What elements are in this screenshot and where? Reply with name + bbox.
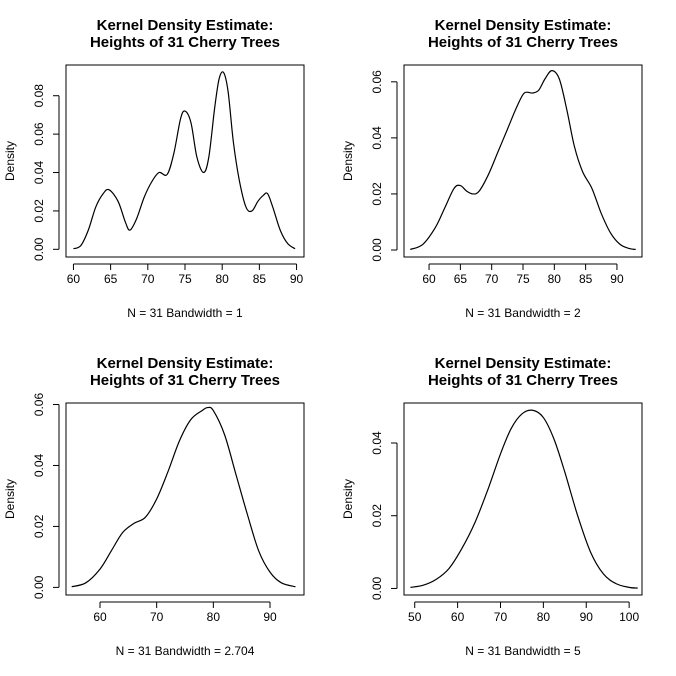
x-axis-label: N = 31 Bandwidth = 1 (127, 306, 243, 320)
kde-panel-2: Kernel Density Estimate:Heights of 31 Ch… (341, 17, 643, 320)
density-curve (73, 71, 296, 250)
y-tick-label: 0.02 (370, 182, 384, 206)
kde-panel-4: Kernel Density Estimate:Heights of 31 Ch… (341, 355, 643, 658)
x-tick-label: 65 (104, 272, 118, 286)
plot-frame (65, 402, 305, 596)
chart-title-line-1: Kernel Density Estimate: (97, 17, 274, 34)
x-tick-label: 60 (67, 272, 81, 286)
y-tick-label: 0.06 (370, 70, 384, 94)
x-tick-label: 70 (494, 610, 508, 624)
y-axis-label: Density (341, 141, 355, 181)
x-tick-label: 80 (216, 272, 230, 286)
density-curve (410, 409, 638, 589)
x-tick-label: 100 (619, 610, 639, 624)
x-tick-label: 65 (454, 272, 468, 286)
x-tick-label: 80 (207, 610, 221, 624)
y-axis-label: Density (341, 479, 355, 519)
y-tick-label: 0.00 (370, 576, 384, 600)
chart-title-line-1: Kernel Density Estimate: (97, 355, 274, 372)
plot-frame (403, 64, 643, 258)
chart-title-line-2: Heights of 31 Cherry Trees (428, 372, 618, 389)
x-tick-label: 90 (580, 610, 594, 624)
x-tick-label: 60 (422, 272, 436, 286)
y-axis-label: Density (3, 479, 17, 519)
x-tick-label: 80 (537, 610, 551, 624)
y-tick-label: 0.02 (32, 199, 46, 223)
chart-title-line-1: Kernel Density Estimate: (435, 355, 612, 372)
y-tick-label: 0.00 (32, 575, 46, 599)
plot-frame (403, 402, 643, 596)
density-curve (71, 406, 296, 588)
y-tick-label: 0.00 (370, 238, 384, 262)
plot-frame (65, 64, 305, 258)
chart-title-line-2: Heights of 31 Cherry Trees (90, 34, 280, 51)
x-tick-label: 75 (516, 272, 530, 286)
x-tick-label: 90 (290, 272, 304, 286)
density-curve (410, 70, 636, 251)
x-tick-label: 90 (263, 610, 277, 624)
x-tick-label: 70 (485, 272, 499, 286)
kde-panel-3: Kernel Density Estimate:Heights of 31 Ch… (3, 355, 305, 658)
x-tick-label: 70 (150, 610, 164, 624)
y-tick-label: 0.00 (32, 237, 46, 261)
x-tick-label: 90 (610, 272, 624, 286)
y-tick-label: 0.06 (32, 393, 46, 417)
x-tick-label: 70 (141, 272, 155, 286)
kde-panel-1: Kernel Density Estimate:Heights of 31 Ch… (3, 17, 305, 320)
chart-title-line-2: Heights of 31 Cherry Trees (428, 34, 618, 51)
y-tick-label: 0.04 (370, 431, 384, 455)
y-tick-label: 0.02 (370, 504, 384, 528)
x-tick-label: 85 (253, 272, 267, 286)
x-tick-label: 60 (451, 610, 465, 624)
y-tick-label: 0.02 (32, 514, 46, 538)
y-tick-label: 0.04 (32, 453, 46, 477)
y-tick-label: 0.04 (32, 161, 46, 185)
y-tick-label: 0.08 (32, 84, 46, 108)
y-tick-label: 0.04 (370, 126, 384, 150)
y-axis-label: Density (3, 141, 17, 181)
x-tick-label: 75 (178, 272, 192, 286)
x-tick-label: 50 (408, 610, 422, 624)
x-tick-label: 80 (548, 272, 562, 286)
x-axis-label: N = 31 Bandwidth = 2.704 (116, 644, 255, 658)
chart-title-line-2: Heights of 31 Cherry Trees (90, 372, 280, 389)
chart-title-line-1: Kernel Density Estimate: (435, 17, 612, 34)
y-tick-label: 0.06 (32, 122, 46, 146)
x-axis-label: N = 31 Bandwidth = 5 (465, 644, 581, 658)
x-axis-label: N = 31 Bandwidth = 2 (465, 306, 581, 320)
x-tick-label: 85 (579, 272, 593, 286)
x-tick-label: 60 (93, 610, 107, 624)
